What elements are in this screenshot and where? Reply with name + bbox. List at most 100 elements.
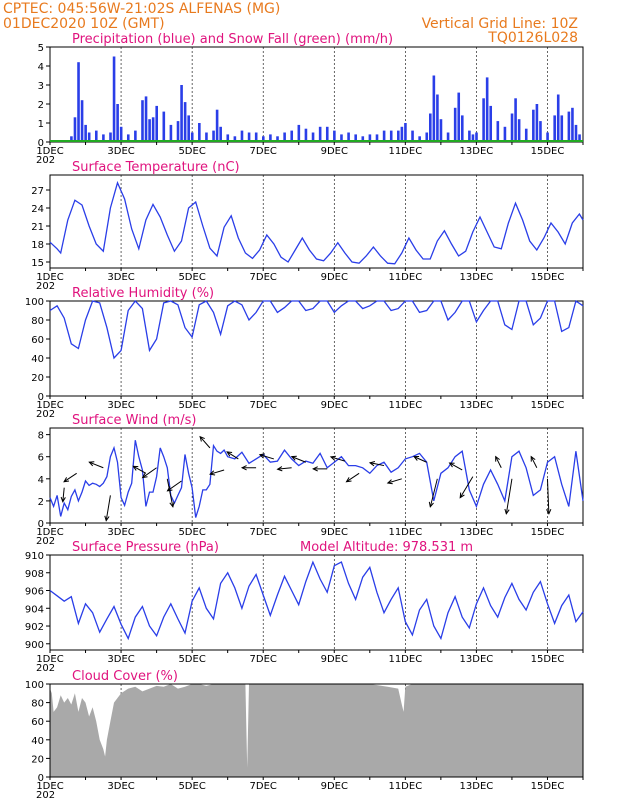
- temp-xtick-label: 9DEC: [321, 272, 348, 283]
- precip-bar: [404, 123, 407, 142]
- wind-vector: [210, 470, 224, 475]
- rh-ytick-label: 80: [31, 316, 44, 327]
- wind-vector: [496, 457, 502, 468]
- cloud-area: [50, 684, 583, 777]
- pressure-year-label: 202: [36, 663, 55, 674]
- wind-line: [50, 440, 583, 517]
- temp-panel: 15182124271DEC3DEC5DEC7DEC9DEC11DEC13DEC…: [31, 160, 583, 292]
- pressure-panel: 9009029049069089101DEC3DEC5DEC7DEC9DEC11…: [25, 540, 583, 674]
- wind-vector-shaft: [64, 473, 77, 481]
- pressure-ytick-label: 910: [25, 551, 44, 562]
- wind-xtick-label: 3DEC: [107, 527, 134, 538]
- wind-vector: [200, 437, 210, 448]
- cloud-title: Cloud Cover (%): [72, 669, 178, 684]
- model-id: TQ0126L028: [487, 30, 578, 46]
- precip-bar: [436, 95, 439, 143]
- cloud-xtick-label: 5DEC: [178, 781, 205, 792]
- wind-ytick-label: 6: [38, 453, 44, 464]
- precip-bar: [486, 77, 489, 142]
- rh-xtick-label: 11DEC: [388, 400, 422, 411]
- precip-bar: [553, 115, 556, 142]
- cloud-ytick-label: 40: [31, 736, 44, 747]
- precip-bar: [568, 112, 571, 142]
- wind-vector: [133, 466, 146, 473]
- precip-bar: [81, 100, 84, 142]
- wind-xtick-label: 7DEC: [250, 527, 277, 538]
- rh-title: Relative Humidity (%): [72, 286, 214, 301]
- cloud-xtick-label: 3DEC: [107, 781, 134, 792]
- pressure-xtick-label: 3DEC: [107, 654, 134, 665]
- cloud-ytick-label: 60: [31, 717, 44, 728]
- precip-bar: [216, 110, 219, 142]
- rh-xtick-label: 7DEC: [250, 400, 277, 411]
- precip-bar: [518, 119, 521, 142]
- temp-year-label: 202: [36, 281, 55, 292]
- pressure-xtick-label: 5DEC: [178, 654, 205, 665]
- wind-vector: [278, 467, 292, 471]
- cloud-ytick-label: 100: [25, 680, 44, 691]
- precip-bar: [514, 98, 517, 142]
- precip-bar: [539, 121, 542, 142]
- wind-vector: [105, 495, 111, 520]
- precip-xtick-label: 9DEC: [321, 146, 348, 157]
- temp-ytick-label: 27: [31, 186, 44, 197]
- wind-vector: [347, 473, 360, 481]
- precip-bar: [84, 125, 87, 142]
- cloud-ytick-label: 80: [31, 699, 44, 710]
- precip-bar: [319, 127, 322, 142]
- precip-xtick-label: 13DEC: [460, 146, 494, 157]
- precip-title: Precipitation (blue) and Snow Fall (gree…: [72, 32, 393, 47]
- precip-bar: [571, 108, 574, 142]
- precip-bar: [113, 57, 116, 143]
- precip-bar: [116, 104, 119, 142]
- temp-ytick-label: 24: [31, 204, 44, 215]
- precip-ytick-label: 5: [38, 43, 44, 54]
- precip-bar: [489, 106, 492, 142]
- wind-vector: [242, 466, 256, 470]
- precip-bar: [457, 93, 460, 142]
- precip-bar: [429, 114, 432, 143]
- precip-panel: 0123451DEC3DEC5DEC7DEC9DEC11DEC13DEC15DE…: [36, 32, 583, 166]
- precip-bar: [184, 102, 187, 142]
- pressure-xtick-label: 13DEC: [460, 654, 494, 665]
- precip-xtick-label: 5DEC: [178, 146, 205, 157]
- precip-bar: [74, 117, 77, 142]
- precip-xtick-label: 15DEC: [531, 146, 565, 157]
- rh-xtick-label: 3DEC: [107, 400, 134, 411]
- wind-vector: [61, 488, 65, 502]
- precip-bar: [198, 123, 201, 142]
- wind-ytick-label: 8: [38, 431, 44, 442]
- precip-bar: [170, 125, 173, 142]
- cloud-year-label: 202: [36, 790, 55, 800]
- wind-vector: [89, 462, 103, 468]
- precip-bar: [187, 115, 190, 142]
- precip-bar: [155, 106, 158, 142]
- pressure-ytick-label: 908: [25, 569, 44, 580]
- temp-xtick-label: 3DEC: [107, 272, 134, 283]
- rh-ytick-label: 100: [25, 297, 44, 308]
- cloud-xtick-label: 9DEC: [321, 781, 348, 792]
- rh-xtick-label: 5DEC: [178, 400, 205, 411]
- precip-bar: [511, 114, 514, 143]
- cloud-panel: 0204060801001DEC3DEC5DEC7DEC9DEC11DEC13D…: [25, 669, 583, 800]
- precip-bar: [560, 115, 563, 142]
- rh-xtick-label: 9DEC: [321, 400, 348, 411]
- pressure-ytick-label: 900: [25, 640, 44, 651]
- rh-xtick-label: 15DEC: [531, 400, 565, 411]
- temp-ytick-label: 18: [31, 240, 44, 251]
- pressure-xtick-label: 9DEC: [321, 654, 348, 665]
- wind-frame: [50, 428, 583, 523]
- precip-bar: [180, 85, 183, 142]
- precip-bar: [177, 121, 180, 142]
- wind-vector: [450, 463, 463, 470]
- precip-bar: [152, 117, 155, 142]
- wind-panel: 024681DEC3DEC5DEC7DEC9DEC11DEC13DEC15DEC…: [36, 413, 583, 547]
- wind-xtick-label: 5DEC: [178, 527, 205, 538]
- pressure-note: Model Altitude: 978.531 m: [300, 540, 473, 555]
- temp-ytick-label: 21: [31, 222, 44, 233]
- precip-bar: [482, 98, 485, 142]
- precip-bar: [163, 112, 166, 142]
- wind-vector: [313, 467, 327, 471]
- rh-ytick-label: 40: [31, 354, 44, 365]
